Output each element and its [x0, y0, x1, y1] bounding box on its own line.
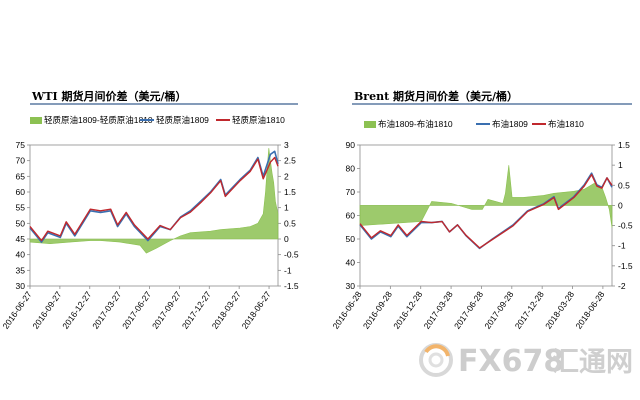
y-left-tick-label: 60 [16, 187, 26, 197]
legend-label: 轻质原油1810 [232, 115, 285, 125]
y-left-tick-label: 75 [16, 140, 26, 150]
x-tick-label: 2016-12-28 [391, 289, 424, 331]
y-left-tick-label: 45 [16, 234, 26, 244]
y-left-tick-label: 60 [346, 211, 356, 221]
y-left-tick-label: 40 [346, 258, 356, 268]
y-right-tick-label: 1.5 [618, 140, 630, 150]
x-tick-label: 2017-09-28 [482, 289, 515, 331]
x-tick-label: 2017-12-28 [513, 289, 546, 331]
y-right-tick-label: -0.5 [284, 250, 299, 260]
x-tick-label: 2017-12-27 [180, 289, 213, 331]
legend-label: 轻质原油1809-轻质原油1810 [44, 115, 153, 125]
y-left-tick-label: 30 [346, 281, 356, 291]
x-tick-label: 2018-06-27 [240, 289, 273, 331]
x-tick-label: 2018-06-28 [573, 289, 606, 331]
y-left-tick-label: 30 [16, 281, 26, 291]
y-left-tick-label: 50 [16, 218, 26, 228]
y-left-tick-label: 80 [346, 164, 356, 174]
plot-frame [29, 144, 279, 287]
brent-spread-chart: Brent 期货月间价差（美元/桶） 布油1809-布油1810 布油1809 布油1… [331, 89, 633, 331]
legend-swatch [364, 121, 376, 128]
legend-label: 轻质原油1809 [156, 115, 209, 125]
x-tick-label: 2017-03-27 [90, 289, 123, 331]
x-tick-label: 2017-03-28 [422, 289, 455, 331]
y-right-tick-label: -1.5 [284, 281, 299, 291]
legend-swatch [30, 117, 42, 124]
series-area [359, 165, 613, 228]
y-right-tick-label: 0.5 [618, 180, 630, 190]
y-right-tick-label: 1 [284, 203, 289, 213]
series-line [29, 156, 279, 242]
y-right-tick-label: -2 [618, 281, 626, 291]
y-left-tick-label: 90 [346, 140, 356, 150]
y-right-tick-label: -1.5 [618, 261, 633, 271]
y-right-tick-label: -0.5 [618, 221, 633, 231]
series-line [359, 173, 613, 249]
y-left-tick-label: 50 [346, 234, 356, 244]
y-right-tick-label: 0 [284, 234, 289, 244]
y-right-tick-label: 0 [618, 200, 623, 210]
x-tick-label: 2016-09-27 [30, 289, 63, 331]
x-tick-label: 2017-06-27 [120, 289, 153, 331]
watermark-latin-text: FX678 [458, 344, 564, 379]
y-right-tick-label: -1 [618, 241, 626, 251]
x-tick-label: 2016-06-28 [331, 289, 364, 331]
y-right-tick-label: 3 [284, 140, 289, 150]
y-left-tick-label: 65 [16, 171, 26, 181]
y-right-tick-label: 1 [618, 160, 623, 170]
x-tick-label: 2016-09-28 [361, 289, 394, 331]
x-tick-label: 2018-03-27 [210, 289, 243, 331]
y-left-tick-label: 70 [346, 187, 356, 197]
y-right-tick-label: -1 [284, 265, 292, 275]
x-tick-label: 2017-06-28 [452, 289, 485, 331]
y-right-tick-label: 2 [284, 171, 289, 181]
x-tick-label: 2016-06-27 [1, 289, 34, 331]
y-left-tick-label: 70 [16, 156, 26, 166]
legend-label: 布油1809 [492, 119, 528, 129]
y-right-tick-label: 0.5 [284, 218, 296, 228]
fx678-swirl-icon [419, 343, 453, 377]
wti-spread-chart: WTI 期货月间价差（美元/桶） 轻质原油1809-轻质原油1810 轻质原油180… [1, 89, 299, 331]
chart-title: Brent 期货月间价差（美元/桶） [354, 89, 518, 103]
y-right-tick-label: 2.5 [284, 156, 296, 166]
y-left-tick-label: 40 [16, 250, 26, 260]
watermark-cn-text: 汇通网 [552, 347, 633, 378]
series-area [29, 148, 279, 254]
legend-label: 布油1809-布油1810 [378, 119, 453, 129]
y-right-tick-label: 1.5 [284, 187, 296, 197]
y-left-tick-label: 35 [16, 265, 26, 275]
watermark: FX678 汇通网 [419, 343, 633, 379]
x-tick-label: 2017-09-27 [150, 289, 183, 331]
legend-label: 布油1810 [548, 119, 584, 129]
x-tick-label: 2018-03-28 [543, 289, 576, 331]
y-left-tick-label: 55 [16, 203, 26, 213]
x-tick-label: 2016-12-27 [60, 289, 93, 331]
chart-title: WTI 期货月间价差（美元/桶） [31, 89, 187, 103]
